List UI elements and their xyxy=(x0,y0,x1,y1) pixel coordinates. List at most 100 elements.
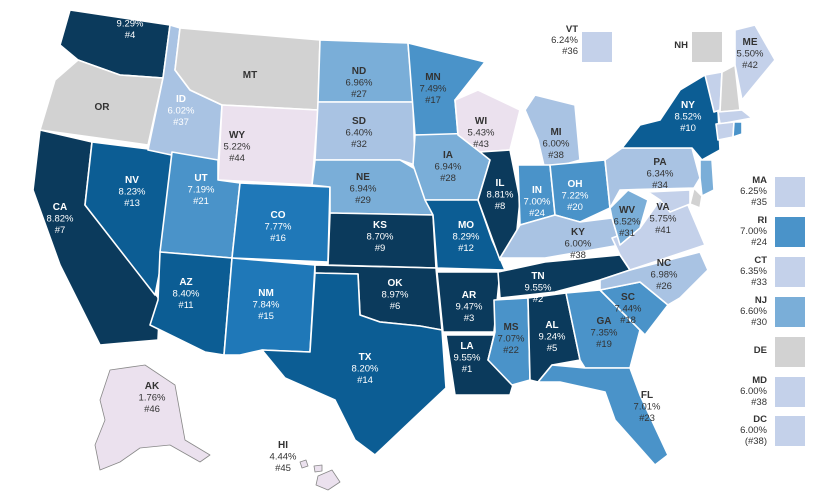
wv-pct: 6.52% xyxy=(614,217,641,228)
oh-abbr: OH xyxy=(568,179,583,190)
co-pct: 7.77% xyxy=(265,222,292,233)
de-swatch xyxy=(775,337,805,367)
state-ME[interactable] xyxy=(734,24,776,101)
label-WY: WY 5.22% #44 xyxy=(224,130,251,164)
state-RI[interactable] xyxy=(732,121,743,138)
md-rank: #38 xyxy=(751,397,767,408)
ma-swatch xyxy=(775,177,805,207)
ga-pct: 7.35% xyxy=(591,328,618,339)
ri-pct: 7.00% xyxy=(740,226,767,237)
ky-pct: 6.00% xyxy=(565,239,592,250)
label-MT: MT xyxy=(243,70,257,81)
wi-rank: #43 xyxy=(473,139,489,150)
ca-rank: #7 xyxy=(55,225,66,236)
al-rank: #5 xyxy=(547,343,558,354)
state-HI-island-1[interactable] xyxy=(299,459,309,469)
side-label-DC: DC 6.00% (#38) xyxy=(725,414,767,447)
me-pct: 5.50% xyxy=(737,49,764,60)
wv-rank: #31 xyxy=(619,228,635,239)
oh-rank: #20 xyxy=(567,202,583,213)
al-pct: 9.24% xyxy=(539,332,566,343)
tx-pct: 8.20% xyxy=(352,364,379,375)
wa-pct: 9.29% xyxy=(117,19,144,30)
il-pct: 8.81% xyxy=(487,190,514,201)
wy-abbr: WY xyxy=(229,130,245,141)
state-SD[interactable] xyxy=(314,101,416,166)
state-HI-island-2[interactable] xyxy=(313,464,323,473)
state-AK[interactable] xyxy=(94,364,211,471)
nc-abbr: NC xyxy=(657,258,671,269)
state-MD[interactable] xyxy=(647,189,691,213)
ne-abbr: NE xyxy=(356,172,370,183)
state-HI[interactable] xyxy=(315,469,341,491)
label-WA: WA 9.29% #4 xyxy=(117,7,144,41)
md-pct: 6.00% xyxy=(740,386,767,397)
me-rank: #42 xyxy=(742,60,758,71)
nv-rank: #13 xyxy=(124,198,140,209)
label-IN: IN 7.00% #24 xyxy=(524,185,551,219)
az-abbr: AZ xyxy=(179,277,192,288)
va-pct: 5.75% xyxy=(650,214,677,225)
dc-abbr: DC xyxy=(753,414,767,425)
va-rank: #41 xyxy=(655,225,671,236)
label-ME: ME 5.50% #42 xyxy=(737,37,764,71)
state-CT[interactable] xyxy=(715,121,735,141)
ut-rank: #21 xyxy=(193,196,209,207)
ri-rank: #24 xyxy=(751,237,767,248)
va-abbr: VA xyxy=(656,202,669,213)
ok-pct: 8.97% xyxy=(382,290,409,301)
nc-rank: #26 xyxy=(656,281,672,292)
vt-pct: 6.24% xyxy=(551,35,578,46)
de-abbr: DE xyxy=(753,345,767,356)
in-rank: #24 xyxy=(529,208,545,219)
nh-abbr: NH xyxy=(674,40,688,51)
ks-pct: 8.70% xyxy=(367,232,394,243)
pa-abbr: PA xyxy=(653,157,666,168)
mt-abbr: MT xyxy=(243,70,257,81)
wy-rank: #44 xyxy=(229,153,245,164)
state-OR[interactable] xyxy=(39,59,164,146)
label-NY: NY 8.52% #10 xyxy=(675,100,702,134)
ct-rank: #33 xyxy=(751,277,767,288)
state-NJ[interactable] xyxy=(699,159,715,197)
or-abbr: OR xyxy=(95,102,111,113)
dc-swatch xyxy=(775,416,805,446)
ak-pct: 1.76% xyxy=(139,393,166,404)
side-label-RI: RI 7.00% #24 xyxy=(725,215,767,248)
oh-pct: 7.22% xyxy=(562,191,589,202)
pa-pct: 6.34% xyxy=(647,169,674,180)
label-MO: MO 8.29% #12 xyxy=(453,220,480,254)
side-label-NJ: NJ 6.60% #30 xyxy=(725,295,767,328)
state-NY[interactable] xyxy=(621,74,721,161)
label-TN: TN 9.55% #2 xyxy=(525,271,552,305)
ms-abbr: MS xyxy=(504,322,519,333)
ct-swatch xyxy=(775,257,805,287)
label-IA: IA 6.94% #28 xyxy=(435,150,462,184)
sd-rank: #32 xyxy=(351,139,367,150)
ok-rank: #6 xyxy=(390,301,401,312)
state-NC[interactable] xyxy=(599,251,709,306)
state-AR[interactable] xyxy=(436,271,501,333)
label-WV: WV 6.52% #31 xyxy=(614,205,641,239)
label-FL: FL 7.01% #23 xyxy=(634,390,661,424)
tn-rank: #2 xyxy=(533,294,544,305)
ky-rank: #38 xyxy=(570,250,586,261)
label-SD: SD 6.40% #32 xyxy=(346,116,373,150)
nh-swatch xyxy=(692,32,722,62)
vt-abbr: VT xyxy=(565,24,578,35)
state-FL[interactable] xyxy=(537,364,669,466)
tn-abbr: TN xyxy=(531,271,544,282)
sc-abbr: SC xyxy=(621,292,635,303)
ct-abbr: CT xyxy=(754,255,767,266)
hi-abbr: HI xyxy=(278,440,288,451)
state-DE[interactable] xyxy=(689,187,703,209)
az-rank: #11 xyxy=(178,300,193,311)
wa-rank: #4 xyxy=(125,30,136,41)
state-OH[interactable] xyxy=(549,159,611,223)
ny-abbr: NY xyxy=(681,100,695,111)
mn-abbr: MN xyxy=(425,72,441,83)
ny-rank: #10 xyxy=(680,123,696,134)
state-TX[interactable] xyxy=(261,272,447,456)
state-MA[interactable] xyxy=(717,109,753,125)
wv-abbr: WV xyxy=(619,205,635,216)
